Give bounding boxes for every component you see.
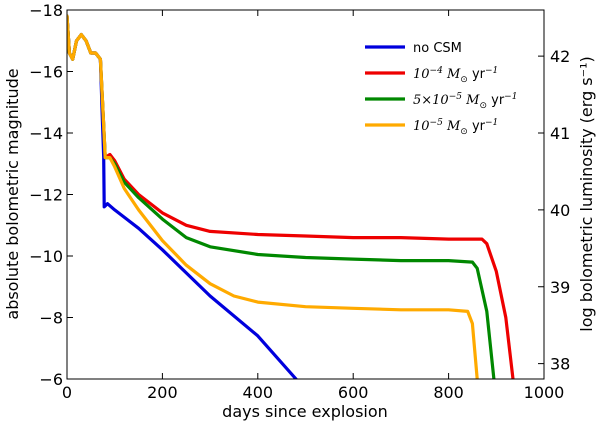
y-axis-label: absolute bolometric magnitude xyxy=(3,68,22,319)
x-tick-label-1: 200 xyxy=(147,383,178,402)
legend-label-0: no CSM xyxy=(413,41,462,56)
legend-label-1: 10−4 M⊙ yr−1 xyxy=(413,66,498,85)
x-tick-label-0: 0 xyxy=(62,383,72,402)
series-layer xyxy=(67,14,515,379)
x-tick-label-2: 400 xyxy=(243,383,274,402)
x-axis-label: days since explosion xyxy=(222,402,388,421)
y-tick-label-5: −8 xyxy=(39,309,63,328)
y-right-tick-label-4: 42 xyxy=(550,47,570,66)
legend-label-3: 10−5 M⊙ yr−1 xyxy=(413,118,498,137)
y-tick-label-3: −12 xyxy=(29,186,63,205)
y-tick-label-6: −6 xyxy=(39,370,63,389)
legend: no CSM 10−4 M⊙ yr−1 5×10−5 M⊙ yr−1 10−5 M⊙ … xyxy=(365,41,517,137)
y-right-tick-label-2: 40 xyxy=(550,201,570,220)
y-right-tick-label-1: 39 xyxy=(550,278,570,297)
x-tick-label-4: 800 xyxy=(433,383,464,402)
y-right-tick-label-3: 41 xyxy=(550,124,570,143)
y-right-tick-label-0: 38 xyxy=(550,355,570,374)
y-tick-label-2: −14 xyxy=(29,124,63,143)
x-tick-label-5: 1000 xyxy=(524,383,565,402)
x-tick-label-3: 600 xyxy=(338,383,369,402)
legend-label-2: 5×10−5 M⊙ yr−1 xyxy=(413,92,517,111)
y-right-axis-label: log bolometric luminosity (erg s⁻¹) xyxy=(577,56,596,331)
y-tick-label-4: −10 xyxy=(29,247,63,266)
y-tick-label-1: −16 xyxy=(29,63,63,82)
y-tick-label-0: −18 xyxy=(29,1,63,20)
series-line-3 xyxy=(67,14,479,379)
ticks-layer: 0 200 400 600 800 1000 −18 −16 −14 −12 −10 −8 −6 38 39… xyxy=(29,1,570,402)
